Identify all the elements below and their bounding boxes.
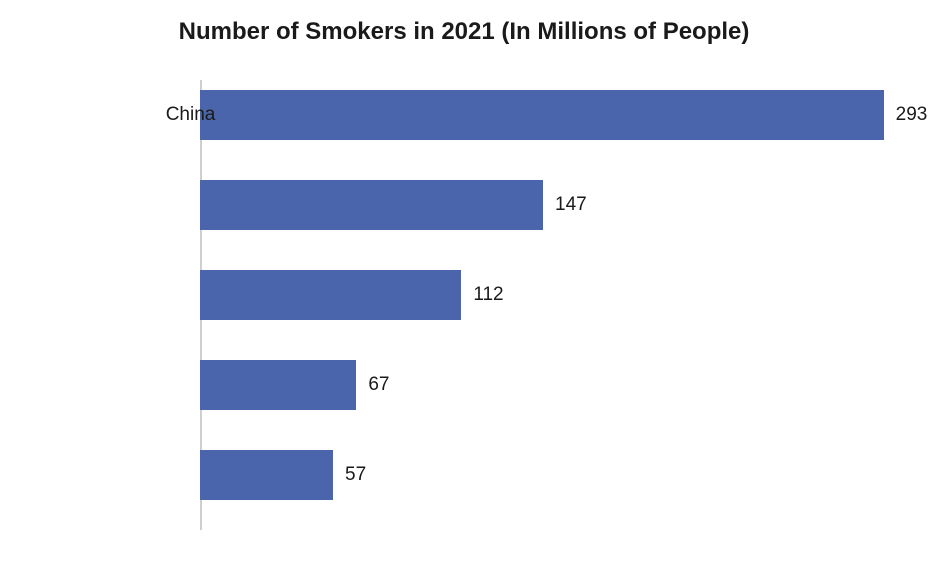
value-label: 67: [368, 374, 389, 396]
bar-row: Indonesia112: [200, 270, 504, 320]
bar: [200, 360, 356, 410]
bar: [200, 270, 461, 320]
bar-row: United States67: [200, 360, 389, 410]
bar: [200, 450, 333, 500]
bar-row: Russia57: [200, 450, 366, 500]
bar-row: China293: [200, 90, 927, 140]
chart-container: Number of Smokers in 2021 (In Millions o…: [0, 0, 928, 564]
chart-title: Number of Smokers in 2021 (In Millions o…: [0, 0, 928, 46]
value-label: 57: [345, 464, 366, 486]
value-label: 112: [473, 284, 503, 306]
category-label: China: [35, 90, 215, 140]
bar: [200, 90, 884, 140]
value-label: 293: [896, 104, 928, 126]
bar: [200, 180, 543, 230]
value-label: 147: [555, 194, 587, 216]
bar-row: India147: [200, 180, 587, 230]
plot-area: China293India147Indonesia112United State…: [200, 80, 900, 530]
